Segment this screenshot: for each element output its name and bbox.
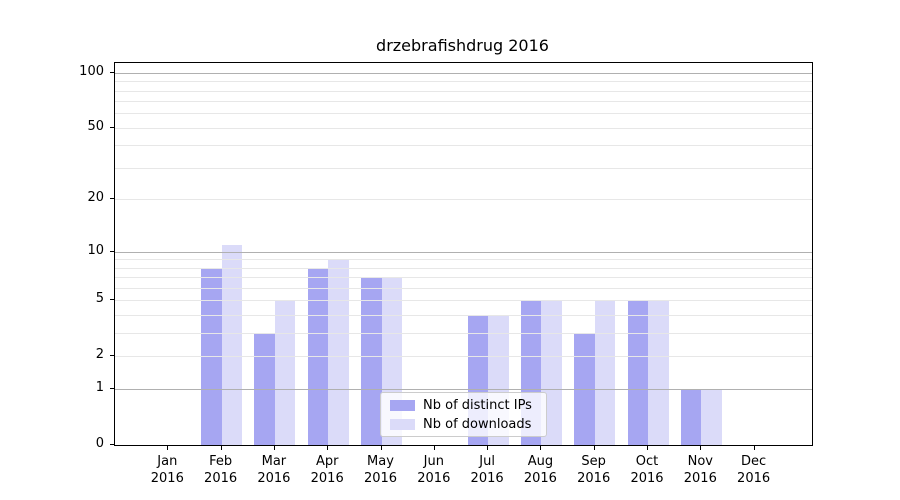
x-tick-mark-sep — [593, 446, 595, 450]
x-tick-label-dec: Dec 2016 — [737, 454, 771, 486]
y-tick-label-2: 2 — [95, 347, 104, 363]
legend: Nb of distinct IPs Nb of downloads — [380, 392, 547, 437]
y-tick-label-5: 5 — [95, 291, 104, 307]
gridline-9 — [115, 259, 812, 261]
gridline-8 — [115, 267, 812, 269]
gridline-100 — [115, 72, 812, 74]
x-tick-label-feb: Feb 2016 — [204, 454, 238, 486]
plot-area — [114, 62, 813, 446]
y-tick-mark-0 — [110, 444, 114, 445]
y-tick-label-10: 10 — [87, 242, 104, 258]
legend-swatch-downloads — [390, 418, 415, 430]
bar-oct-downloads — [648, 300, 669, 445]
x-tick-mark-mar — [273, 446, 275, 450]
gridline-7 — [115, 277, 812, 279]
x-tick-mark-oct — [647, 446, 648, 450]
gridline-2 — [115, 356, 812, 358]
x-tick-mark-feb — [220, 446, 222, 450]
gridline-30 — [115, 168, 812, 170]
gridline-1 — [115, 389, 812, 391]
y-tick-label-20: 20 — [87, 190, 104, 206]
bar-may-distinct-ips — [361, 277, 382, 445]
gridline-80 — [115, 90, 812, 92]
y-tick-mark-50 — [110, 126, 114, 128]
x-tick-label-oct: Oct 2016 — [630, 454, 664, 486]
gridline-40 — [115, 145, 812, 147]
bar-feb-downloads — [221, 244, 243, 445]
y-tick-mark-1 — [110, 388, 114, 390]
gridline-10 — [115, 251, 812, 253]
x-tick-label-mar: Mar 2016 — [257, 454, 291, 486]
y-tick-mark-100 — [110, 71, 114, 73]
x-tick-label-nov: Nov 2016 — [683, 454, 717, 486]
y-tick-label-50: 50 — [87, 118, 104, 134]
bar-apr-downloads — [328, 259, 349, 445]
gridline-5 — [115, 300, 812, 302]
gridline-3 — [115, 333, 812, 335]
bar-nov-distinct-ips — [680, 389, 702, 445]
legend-swatch-distinct-ips — [390, 399, 415, 411]
gridline-70 — [115, 101, 812, 103]
bar-oct-distinct-ips — [627, 300, 648, 445]
x-tick-mark-nov — [700, 446, 702, 450]
x-tick-label-apr: Apr 2016 — [310, 454, 344, 486]
chart-title: drzebrafishdrug 2016 — [376, 36, 549, 55]
x-tick-label-jun: Jun 2016 — [417, 454, 451, 486]
gridline-50 — [115, 127, 812, 129]
bar-mar-downloads — [274, 300, 296, 445]
legend-label-downloads: Nb of downloads — [423, 416, 532, 432]
x-tick-label-jul: Jul 2016 — [470, 454, 504, 486]
bar-sep-downloads — [594, 300, 616, 445]
y-tick-label-1: 1 — [95, 380, 104, 396]
x-tick-mark-jun — [433, 446, 435, 450]
x-tick-mark-jul — [487, 446, 489, 450]
x-tick-label-aug: Aug 2016 — [523, 454, 557, 486]
legend-label-distinct-ips: Nb of distinct IPs — [423, 397, 532, 413]
legend-row-distinct-ips: Nb of distinct IPs — [390, 396, 537, 415]
x-tick-mark-apr — [327, 446, 329, 450]
gridline-4 — [115, 315, 812, 317]
gridline-90 — [115, 81, 812, 83]
y-tick-label-0: 0 — [95, 436, 104, 451]
x-tick-label-sep: Sep 2016 — [577, 454, 611, 486]
x-tick-label-jan: Jan 2016 — [150, 454, 184, 486]
gridline-6 — [115, 288, 812, 290]
gridline-20 — [115, 199, 812, 201]
x-tick-mark-aug — [540, 446, 542, 450]
y-tick-mark-20 — [110, 198, 114, 200]
x-tick-label-may: May 2016 — [363, 454, 398, 486]
y-tick-label-100: 100 — [79, 63, 104, 79]
y-tick-mark-5 — [110, 299, 114, 301]
gridline-60 — [115, 113, 812, 115]
legend-row-downloads: Nb of downloads — [390, 415, 537, 434]
x-tick-mark-dec — [753, 446, 755, 450]
bar-nov-downloads — [701, 389, 722, 445]
x-tick-mark-may — [380, 446, 382, 450]
y-tick-mark-10 — [110, 250, 114, 252]
y-tick-mark-2 — [110, 355, 114, 357]
x-tick-mark-jan — [167, 446, 169, 450]
